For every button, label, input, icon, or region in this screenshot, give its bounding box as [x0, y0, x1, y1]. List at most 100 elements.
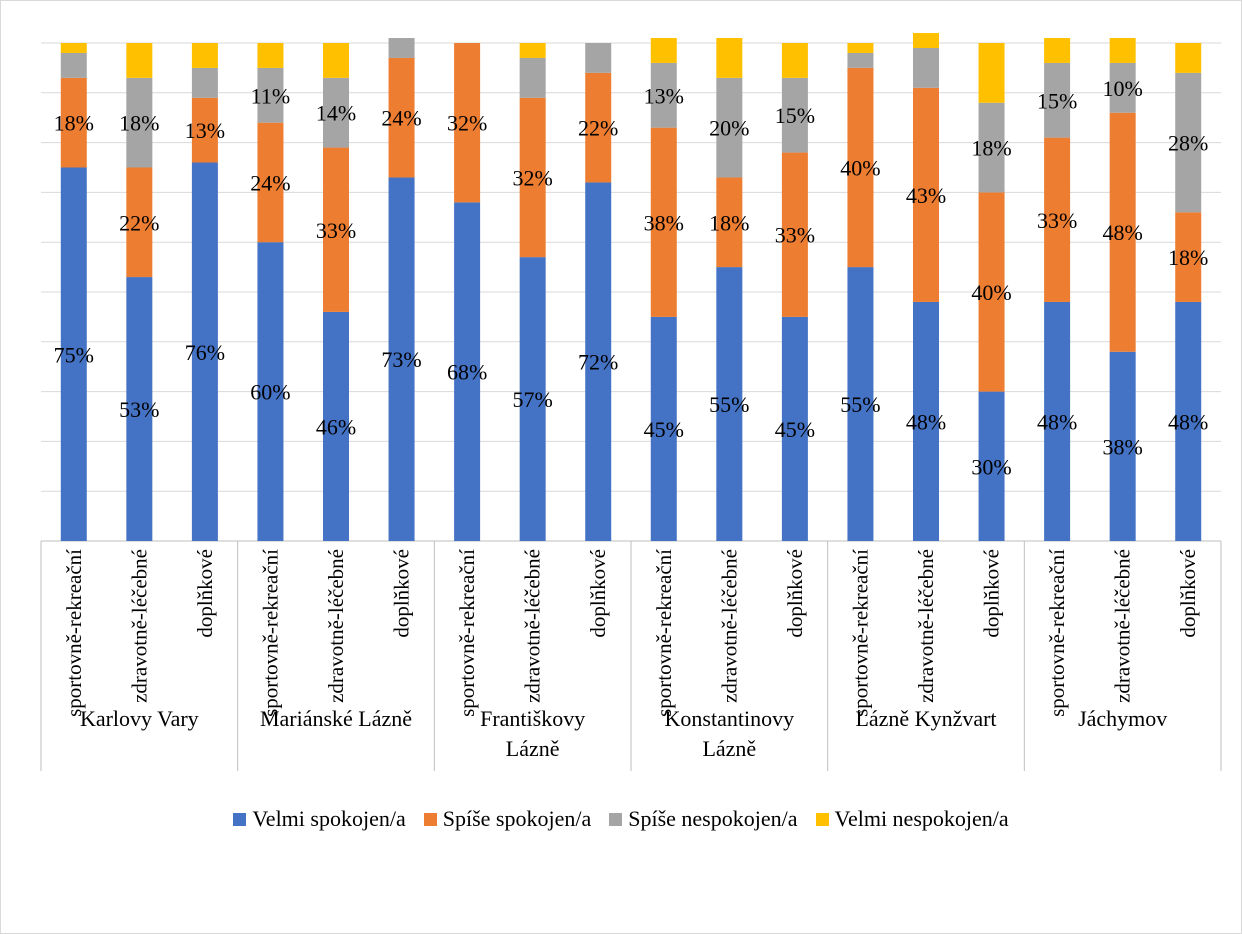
legend-label: Spíše spokojen/a — [443, 806, 592, 832]
bar-segment — [1044, 38, 1070, 63]
bar-segment — [979, 43, 1005, 103]
data-label: 45% — [775, 417, 815, 442]
bar-segment — [192, 68, 218, 98]
data-label: 55% — [840, 392, 880, 417]
x-tick-label: sportovně-rekreační — [652, 549, 676, 717]
x-tick-label: zdravotně-léčebné — [717, 549, 741, 703]
bar-segment — [913, 48, 939, 88]
x-tick-label: sportovně-rekreační — [455, 549, 479, 717]
data-label: 48% — [1103, 220, 1143, 245]
data-label: 33% — [775, 223, 815, 248]
data-label: 18% — [709, 210, 749, 235]
bar-segment — [61, 43, 87, 53]
data-label: 22% — [578, 116, 618, 141]
data-label: 13% — [644, 83, 684, 108]
group-label: Jáchymov — [1078, 706, 1167, 731]
data-label: 40% — [840, 156, 880, 181]
legend: Velmi spokojen/a Spíše spokojen/a Spíše ne… — [1, 797, 1241, 841]
stacked-bar-chart: 75% 18% sportovně-rekreační 53% 22% 18% zdravo… — [1, 1, 1241, 801]
data-label: 18% — [119, 111, 159, 136]
data-label: 38% — [1103, 434, 1143, 459]
data-label: 13% — [185, 118, 225, 143]
bar-segment — [520, 43, 546, 58]
data-label: 48% — [906, 409, 946, 434]
data-label: 18% — [1168, 245, 1208, 270]
data-label: 24% — [381, 106, 421, 131]
bar-segment — [520, 58, 546, 98]
data-label: 10% — [1103, 76, 1143, 101]
bar-segment — [585, 43, 611, 73]
data-label: 75% — [54, 342, 94, 367]
bar-segment — [716, 38, 742, 78]
data-label: 68% — [447, 360, 487, 385]
data-label: 45% — [644, 417, 684, 442]
data-label: 43% — [906, 183, 946, 208]
group-label: Lázně — [702, 736, 756, 761]
group-label: Mariánské Lázně — [260, 706, 412, 731]
group-label: Konstantinovy — [665, 706, 795, 731]
data-label: 40% — [971, 280, 1011, 305]
data-label: 46% — [316, 414, 356, 439]
data-label: 76% — [185, 340, 225, 365]
data-label: 30% — [971, 454, 1011, 479]
legend-label: Spíše nespokojen/a — [628, 806, 797, 832]
bar-segment — [651, 38, 677, 63]
data-label: 60% — [250, 380, 290, 405]
bar-segment — [389, 38, 415, 58]
x-tick-label: doplňkové — [1176, 549, 1200, 638]
legend-item: Spíše nespokojen/a — [609, 806, 797, 832]
bar-segment — [847, 53, 873, 68]
bar-segment — [1110, 38, 1136, 63]
bar-segment — [913, 33, 939, 48]
bar-segment — [847, 43, 873, 53]
bar-segment — [192, 43, 218, 68]
data-label: 55% — [709, 392, 749, 417]
data-label: 11% — [251, 83, 291, 108]
data-label: 33% — [316, 218, 356, 243]
data-label: 15% — [1037, 88, 1077, 113]
legend-swatch — [609, 813, 622, 826]
x-tick-label: zdravotně-léčebné — [1111, 549, 1135, 703]
legend-swatch — [816, 813, 829, 826]
data-label: 14% — [316, 101, 356, 126]
bar-segment — [1175, 43, 1201, 73]
x-tick-label: zdravotně-léčebné — [127, 549, 151, 703]
data-label: 53% — [119, 397, 159, 422]
x-tick-label: doplňkové — [390, 549, 414, 638]
group-label: Františkovy — [480, 706, 585, 731]
data-label: 18% — [971, 136, 1011, 161]
legend-label: Velmi spokojen/a — [252, 806, 405, 832]
legend-label: Velmi nespokojen/a — [835, 806, 1009, 832]
x-tick-label: zdravotně-léčebné — [914, 549, 938, 703]
legend-item: Spíše spokojen/a — [424, 806, 592, 832]
data-label: 32% — [513, 165, 553, 190]
data-label: 32% — [447, 111, 487, 136]
bar-segment — [126, 43, 152, 78]
group-label: Karlovy Vary — [80, 706, 199, 731]
x-tick-label: sportovně-rekreační — [258, 549, 282, 717]
legend-swatch — [233, 813, 246, 826]
data-label: 73% — [381, 347, 421, 372]
x-tick-label: doplňkové — [586, 549, 610, 638]
data-label: 20% — [709, 116, 749, 141]
data-label: 15% — [775, 103, 815, 128]
data-label: 18% — [54, 111, 94, 136]
x-tick-label: doplňkové — [193, 549, 217, 638]
data-label: 38% — [644, 210, 684, 235]
data-label: 48% — [1168, 409, 1208, 434]
legend-swatch — [424, 813, 437, 826]
data-label: 72% — [578, 350, 618, 375]
data-label: 28% — [1168, 131, 1208, 156]
data-label: 33% — [1037, 208, 1077, 233]
bar-segment — [257, 43, 283, 68]
group-label: Lázně Kynžvart — [855, 706, 996, 731]
x-tick-label: sportovně-rekreační — [848, 549, 872, 717]
bar-segment — [61, 53, 87, 78]
legend-item: Velmi spokojen/a — [233, 806, 405, 832]
legend-item: Velmi nespokojen/a — [816, 806, 1009, 832]
data-label: 22% — [119, 210, 159, 235]
x-tick-label: doplňkové — [980, 549, 1004, 638]
x-tick-label: sportovně-rekreační — [62, 549, 86, 717]
bar-segment — [782, 43, 808, 78]
